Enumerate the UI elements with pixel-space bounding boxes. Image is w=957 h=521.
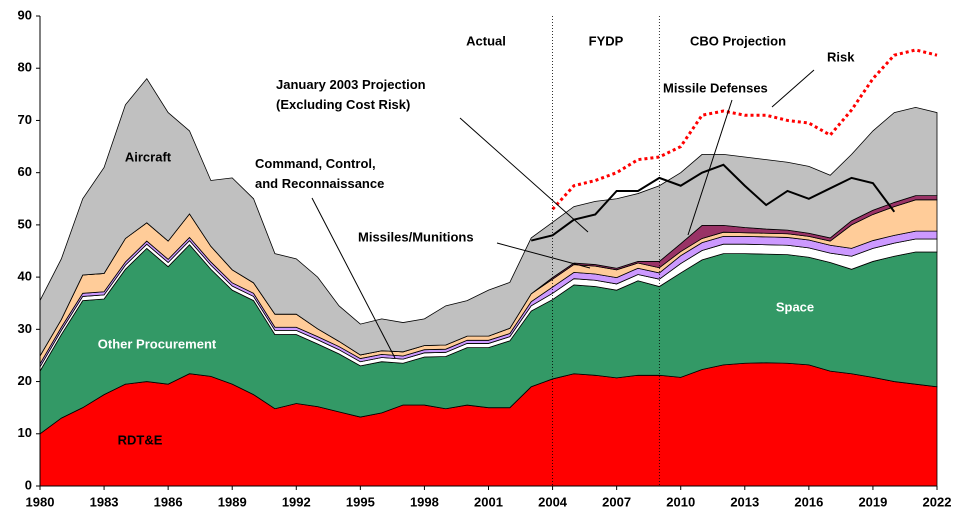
x-tick-label: 2013: [730, 494, 759, 509]
y-tick-label: 20: [18, 373, 32, 388]
series-label: Missiles/Munitions: [358, 229, 474, 244]
x-tick-label: 1998: [410, 494, 439, 509]
x-tick-label: 2016: [794, 494, 823, 509]
leader-line: [496, 242, 591, 269]
y-tick-label: 90: [18, 7, 32, 22]
series-label: Other Procurement: [98, 336, 217, 351]
series-label: Space: [776, 299, 814, 314]
y-tick-label: 60: [18, 164, 32, 179]
x-tick-label: 1986: [154, 494, 183, 509]
series-label: Missile Defenses: [663, 80, 768, 95]
x-tick-label: 2001: [474, 494, 503, 509]
y-tick-label: 50: [18, 216, 32, 231]
y-tick-label: 30: [18, 321, 32, 336]
region-label: Actual: [466, 33, 506, 48]
y-tick-label: 70: [18, 112, 32, 127]
leader-line: [771, 69, 815, 108]
x-tick-label: 2010: [666, 494, 695, 509]
line-1: [551, 48, 938, 211]
x-tick-label: 1980: [26, 494, 55, 509]
y-tick-label: 0: [25, 477, 32, 492]
x-tick-label: 1992: [282, 494, 311, 509]
x-tick-label: 2007: [602, 494, 631, 509]
x-tick-label: 1995: [346, 494, 375, 509]
line-0: [530, 163, 896, 242]
x-tick-label: 2019: [858, 494, 887, 509]
area-6: [39, 77, 938, 358]
y-tick-label: 40: [18, 269, 32, 284]
series-label: Aircraft: [125, 149, 172, 164]
leader-line: [311, 197, 396, 359]
x-tick-label: 1983: [90, 494, 119, 509]
line-label: Risk: [827, 49, 855, 64]
y-tick-label: 10: [18, 425, 32, 440]
leader-line: [687, 99, 733, 236]
series-label: RDT&E: [118, 432, 163, 447]
leader-line: [459, 117, 589, 233]
region-label: FYDP: [589, 33, 624, 48]
x-tick-label: 2022: [923, 494, 952, 509]
region-label: CBO Projection: [690, 33, 786, 48]
line-label: January 2003 Projection (Excluding Cost …: [276, 77, 429, 112]
y-tick-label: 80: [18, 60, 32, 75]
x-tick-label: 1989: [218, 494, 247, 509]
series-label: Command, Control, and Reconnaissance: [255, 156, 384, 191]
x-tick-label: 2004: [538, 494, 568, 509]
